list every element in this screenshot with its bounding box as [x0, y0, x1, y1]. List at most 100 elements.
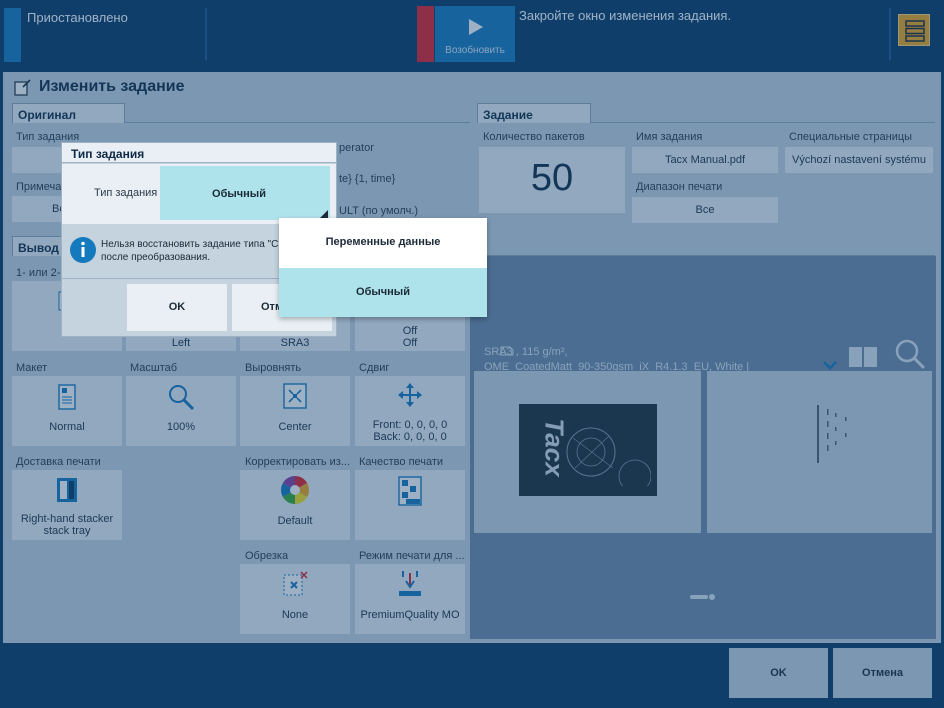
page-thumbnail[interactable] — [707, 371, 932, 533]
packets-field[interactable]: 50 — [479, 147, 625, 213]
delivery-value: stack tray — [43, 525, 91, 537]
magnifier-icon — [169, 385, 195, 411]
default-text: ULT (по умолч.) — [339, 205, 419, 217]
off-value: Off — [402, 337, 418, 349]
media-icon — [500, 346, 514, 356]
operator-text: perator — [339, 142, 374, 154]
alert-indicator — [417, 6, 434, 62]
info-message: Нельзя восстановить задание типа "С — [101, 239, 279, 250]
edit-icon — [14, 79, 31, 96]
sides-label: 1- или 2-с — [16, 267, 66, 279]
align-value: Center — [278, 421, 312, 433]
ok-button[interactable]: OK — [729, 648, 828, 698]
delivery-label: Доставка печати — [16, 456, 101, 468]
layout-label: Макет — [16, 362, 48, 374]
cover-image: Tacx — [519, 404, 657, 496]
layout-tile[interactable]: Normal — [12, 376, 122, 446]
tab-original[interactable]: Оригинал — [12, 103, 125, 123]
bicycle-illustration — [566, 427, 651, 486]
trim-label: Обрезка — [245, 550, 289, 562]
special-pages-label: Специальные страницы — [789, 131, 913, 143]
top-bar: Приостановлено Возобновить Закройте окно… — [0, 0, 944, 72]
shift-front-value: Front: 0, 0, 0, 0 — [372, 419, 448, 431]
shift-label: Сдвиг — [359, 362, 390, 374]
packets-label: Количество пакетов — [483, 131, 585, 143]
server-icon — [905, 20, 925, 42]
divider — [889, 8, 891, 60]
quality-label: Качество печати — [359, 456, 444, 468]
correct-tile[interactable]: Default — [240, 470, 350, 540]
shift-tile[interactable]: Front: 0, 0, 0, 0 Back: 0, 0, 0, 0 — [355, 376, 465, 446]
scale-tile[interactable]: 100% — [126, 376, 236, 446]
print-quality-icon — [398, 476, 422, 506]
layout-value: Normal — [49, 421, 85, 433]
divider — [124, 122, 470, 123]
print-range-field[interactable]: Все — [632, 197, 778, 223]
preview-area: SRA3 , 115 g/m², OME_CoatedMatt_90-350gs… — [470, 256, 936, 639]
zoom-icon[interactable] — [894, 338, 926, 370]
divider — [71, 255, 935, 256]
info-message: после преобразования. — [101, 252, 211, 263]
dialog-header: Тип задания — [62, 143, 336, 163]
scale-label: Масштаб — [130, 362, 178, 374]
chevron-down-icon[interactable] — [822, 360, 838, 370]
delivery-tile[interactable]: Right-hand stacker stack tray — [12, 470, 122, 540]
info-icon — [70, 237, 96, 263]
align-center-icon — [283, 383, 307, 409]
quality-tile[interactable] — [355, 470, 465, 540]
tab-job[interactable]: Задание — [477, 103, 591, 123]
play-icon — [469, 19, 483, 35]
left-value: Left — [171, 337, 191, 349]
media-info: OME_CoatedMatt_90-350gsm_iX_R4.1.3_EU, W… — [484, 361, 750, 373]
dialog-ok-button[interactable]: OK — [127, 284, 227, 331]
trim-value: None — [281, 609, 309, 621]
media-info: SRA3 , 115 g/m², — [484, 346, 568, 358]
scale-value: 100% — [166, 421, 196, 433]
special-pages-field[interactable]: Výchozí nastavení systému — [785, 147, 933, 173]
dropdown-option-selected[interactable]: Обычный — [279, 268, 487, 317]
cancel-button[interactable]: Отмена — [833, 648, 932, 698]
off-value: Off — [402, 325, 418, 337]
stacker-icon — [57, 478, 77, 502]
shift-back-value: Back: 0, 0, 0, 0 — [373, 431, 447, 443]
job-type-select[interactable]: Обычный — [160, 166, 330, 220]
print-mode-label: Режим печати для ... — [359, 550, 465, 562]
print-mode-icon — [399, 571, 421, 596]
job-name-field[interactable]: Tacx Manual.pdf — [632, 147, 778, 173]
status-indicator — [4, 8, 21, 62]
resume-label: Возобновить — [445, 45, 505, 56]
job-type-label: Тип задания — [16, 131, 80, 143]
status-text: Приостановлено — [27, 10, 128, 25]
message-text: Закройте окно изменения задания. — [519, 8, 732, 23]
tab-output[interactable]: Вывод — [12, 236, 72, 256]
page-thumbnail[interactable]: Tacx — [474, 371, 701, 533]
layout-icon — [58, 384, 76, 410]
align-tile[interactable]: Center — [240, 376, 350, 446]
print-mode-value: PremiumQuality MO — [360, 609, 460, 621]
shift-arrows-icon — [398, 383, 422, 407]
job-type-dropdown: Переменные данные Обычный — [279, 218, 487, 317]
page-title: Изменить задание — [39, 78, 185, 95]
job-type-label: Тип задания — [94, 187, 158, 199]
delivery-value: Right-hand stacker — [20, 513, 114, 525]
correct-value: Default — [277, 515, 313, 527]
align-label: Выровнять — [245, 362, 302, 374]
dropdown-corner-icon — [320, 210, 328, 218]
print-mode-tile[interactable]: PremiumQuality MO — [355, 564, 465, 634]
dropdown-option[interactable]: Переменные данные — [279, 218, 487, 267]
job-name-label: Имя задания — [636, 131, 703, 143]
divider — [205, 8, 207, 60]
color-wheel-icon — [281, 476, 309, 504]
packets-value: 50 — [530, 157, 574, 199]
special-pages-value: Výchozí nastavení systému — [792, 154, 926, 166]
scroll-handle-icon[interactable] — [688, 592, 718, 602]
trim-tile[interactable]: None — [240, 564, 350, 634]
date-time-text: te} {1, time} — [339, 173, 396, 185]
option-label: Обычный — [356, 286, 410, 298]
resume-button[interactable]: Возобновить — [435, 6, 515, 62]
job-type-value: Обычный — [212, 188, 266, 200]
job-name-value: Tacx Manual.pdf — [664, 154, 746, 166]
sra3-value: SRA3 — [280, 337, 310, 349]
two-page-view-icon[interactable] — [848, 346, 878, 368]
queue-button[interactable] — [898, 14, 930, 46]
